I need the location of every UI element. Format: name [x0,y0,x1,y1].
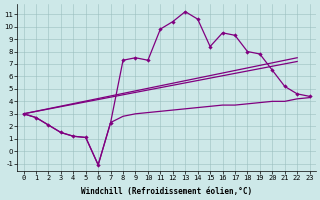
X-axis label: Windchill (Refroidissement éolien,°C): Windchill (Refroidissement éolien,°C) [81,187,252,196]
